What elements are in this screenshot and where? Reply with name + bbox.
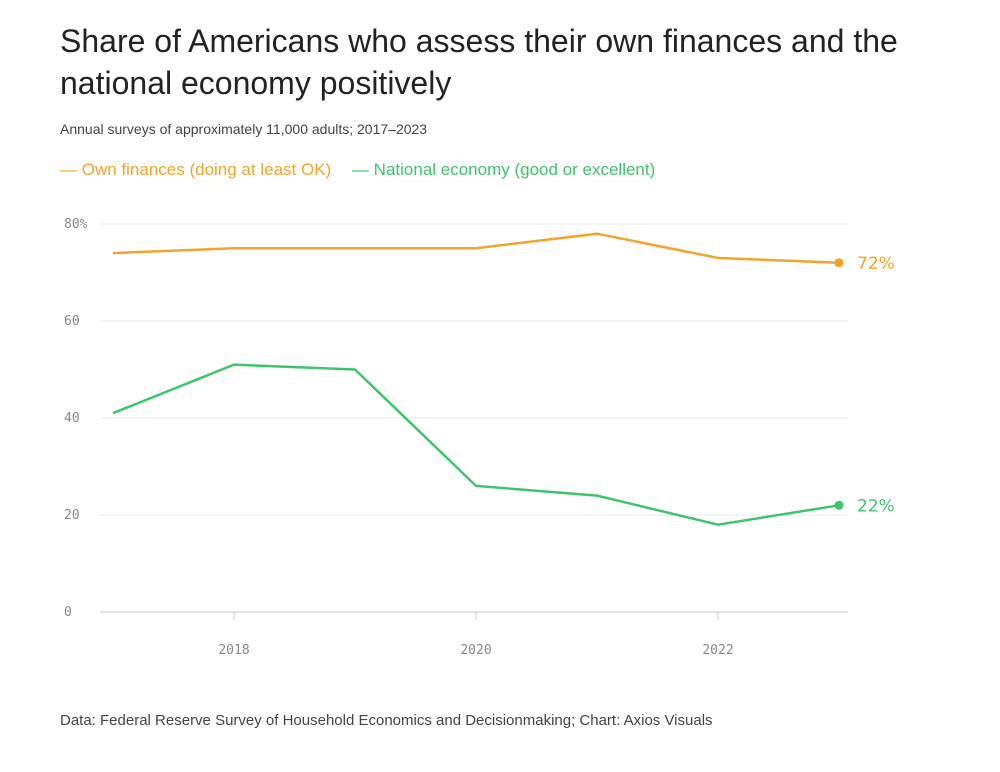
legend-own-finances: — Own finances (doing at least OK): [60, 160, 332, 179]
legend-national-economy: — National economy (good or excellent): [351, 160, 656, 179]
series-line: [112, 363, 840, 526]
source-note: Data: Federal Reserve Survey of Househol…: [60, 712, 713, 729]
y-tick-label: 40: [64, 411, 80, 426]
y-tick-label: 20: [64, 508, 80, 523]
legend: — Own finances (doing at least OK) — Nat…: [60, 160, 671, 180]
y-tick-label: 80%: [64, 217, 88, 232]
end-label: 22%: [857, 496, 895, 516]
y-tick-label: 60: [64, 314, 80, 329]
end-point: [834, 500, 844, 510]
chart-title: Share of Americans who assess their own …: [60, 23, 898, 101]
y-tick-label: 0: [64, 605, 72, 620]
legend-label: National economy (good or excellent): [373, 160, 656, 179]
chart-subtitle: Annual surveys of approximately 11,000 a…: [60, 121, 428, 137]
series-line: [112, 232, 840, 265]
legend-label: Own finances (doing at least OK): [81, 160, 332, 179]
end-point: [834, 258, 844, 268]
x-tick-label: 2020: [460, 643, 491, 658]
x-tick-label: 2018: [218, 643, 249, 658]
end-label: 72%: [857, 254, 895, 274]
x-tick-label: 2022: [702, 643, 733, 658]
